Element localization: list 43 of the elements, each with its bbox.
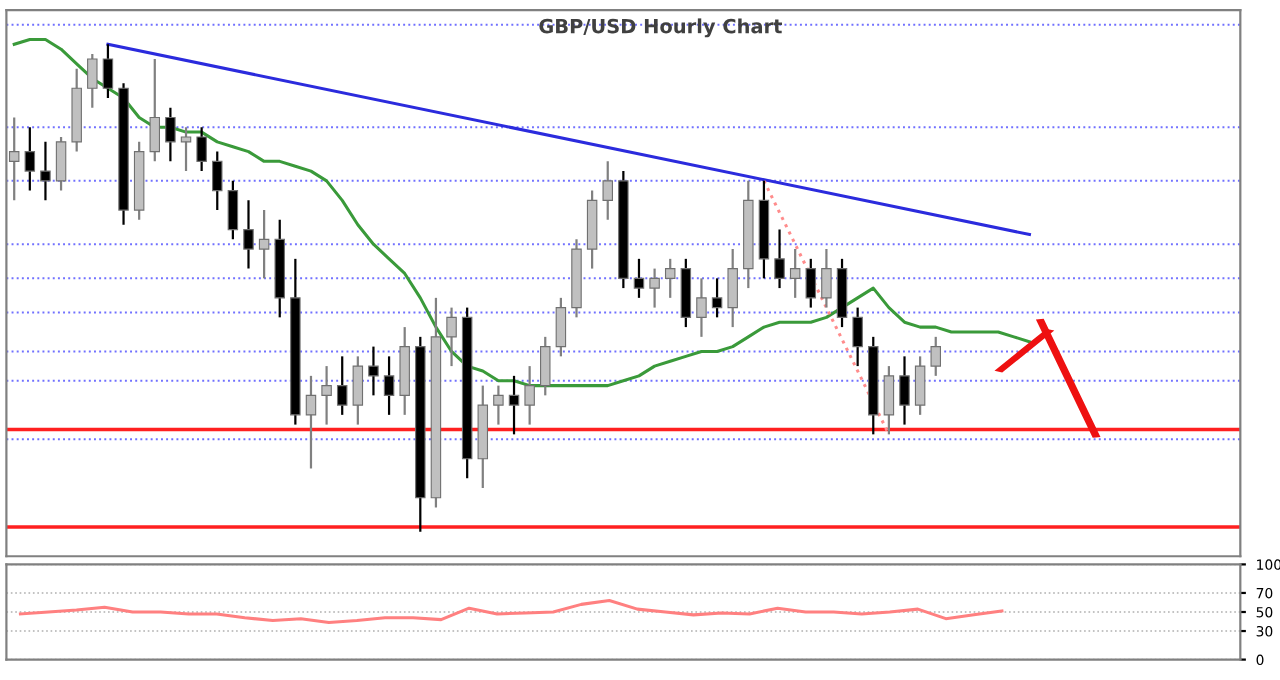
candlestick [368, 345, 379, 397]
candlestick [664, 257, 676, 299]
candlestick [789, 247, 801, 299]
candlestick [821, 247, 832, 309]
candlestick [24, 126, 36, 192]
candlestick [493, 384, 504, 426]
candlestick [633, 257, 645, 299]
candlestick [212, 150, 223, 212]
candlestick [899, 355, 910, 426]
candlestick [87, 52, 98, 109]
candlestick [196, 126, 207, 173]
candlestick [180, 126, 192, 173]
candlestick [711, 277, 723, 319]
candlestick [914, 355, 926, 416]
candlestick [383, 355, 395, 416]
candlestick [555, 296, 567, 358]
candlestick [930, 335, 941, 377]
candlestick [852, 306, 863, 368]
candlestick [805, 257, 817, 309]
candlestick [524, 364, 535, 426]
candlestick [540, 335, 551, 397]
candlestick [508, 374, 520, 436]
candlestick [55, 135, 67, 192]
candlestick [446, 306, 457, 368]
candlestick [227, 179, 239, 241]
candlestick [696, 277, 707, 338]
chart-title: GBP/USD Hourly Chart [539, 18, 782, 38]
candlestick [321, 364, 332, 426]
candlestick [602, 160, 613, 221]
candlestick [258, 208, 270, 280]
candlestick [305, 374, 317, 470]
candlestick [165, 106, 176, 163]
line-series [18, 599, 1004, 624]
candlestick [727, 247, 738, 329]
candlestick [102, 43, 114, 100]
candlestick [352, 355, 364, 426]
candlestick [149, 57, 161, 163]
candlestick [774, 228, 785, 290]
candlestick [243, 199, 254, 270]
candlestick [336, 355, 348, 416]
candlestick [883, 364, 895, 436]
candlestick [40, 140, 51, 202]
candlestick [649, 267, 660, 309]
